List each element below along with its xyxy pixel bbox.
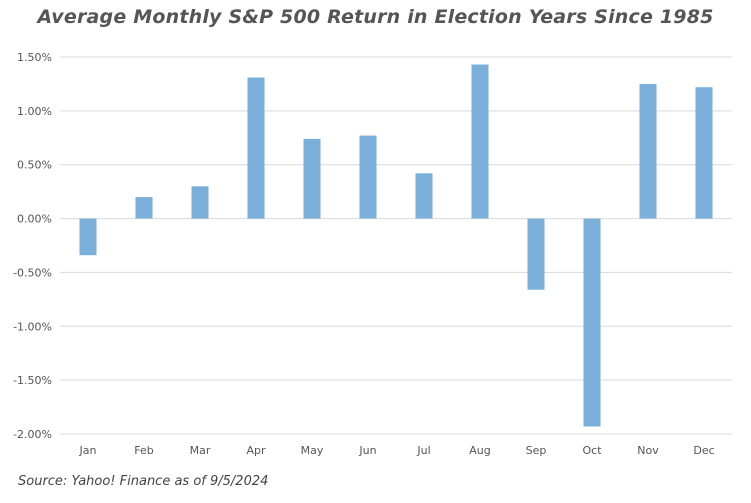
x-tick-label: Dec bbox=[693, 444, 714, 457]
y-tick-label: -0.50% bbox=[13, 266, 52, 279]
bar-aug bbox=[471, 64, 489, 219]
y-tick-label: -2.00% bbox=[13, 428, 52, 441]
x-tick-label: May bbox=[301, 444, 324, 457]
bar-sep bbox=[527, 218, 545, 290]
bar-oct bbox=[583, 218, 601, 427]
chart-title: Average Monthly S&P 500 Return in Electi… bbox=[37, 6, 714, 28]
x-tick-label: Feb bbox=[134, 444, 153, 457]
x-tick-label: Apr bbox=[246, 444, 266, 457]
x-tick-label: Jun bbox=[358, 444, 376, 457]
y-tick-label: -1.50% bbox=[13, 374, 52, 387]
y-tick-label: 1.00% bbox=[17, 105, 52, 118]
x-tick-label: Jan bbox=[79, 444, 97, 457]
bar-dec bbox=[695, 87, 713, 219]
x-tick-label: Oct bbox=[582, 444, 602, 457]
bar-jan bbox=[79, 218, 97, 256]
bar-feb bbox=[135, 197, 153, 219]
x-tick-label: Sep bbox=[526, 444, 547, 457]
x-tick-label: Mar bbox=[190, 444, 211, 457]
bar-nov bbox=[639, 83, 657, 219]
bar-may bbox=[303, 138, 321, 219]
x-tick-label: Jul bbox=[416, 444, 430, 457]
bar-jul bbox=[415, 173, 433, 219]
source-note: Source: Yahoo! Finance as of 9/5/2024 bbox=[18, 474, 269, 489]
y-tick-label: 0.50% bbox=[17, 159, 52, 172]
x-tick-label: Nov bbox=[637, 444, 659, 457]
x-tick-label: Aug bbox=[469, 444, 490, 457]
bar-jun bbox=[359, 135, 377, 219]
y-tick-label: -1.00% bbox=[13, 320, 52, 333]
bar-mar bbox=[191, 186, 209, 219]
y-tick-label: 1.50% bbox=[17, 51, 52, 64]
y-tick-label: 0.00% bbox=[17, 213, 52, 226]
bar-apr bbox=[247, 77, 265, 219]
